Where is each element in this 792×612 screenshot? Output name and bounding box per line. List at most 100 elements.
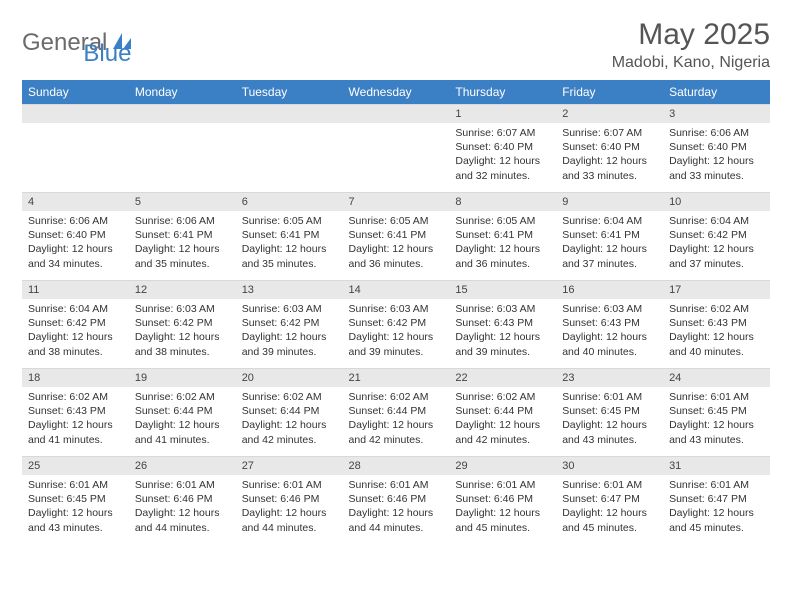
day-number: 16 — [556, 280, 663, 299]
daylight-text: Daylight: 12 hours and 42 minutes. — [242, 418, 337, 446]
day-content: Sunrise: 6:01 AMSunset: 6:47 PMDaylight:… — [663, 475, 770, 538]
calendar-day-cell: 20Sunrise: 6:02 AMSunset: 6:44 PMDayligh… — [236, 368, 343, 456]
sunrise-text: Sunrise: 6:06 AM — [28, 214, 123, 228]
daylight-text: Daylight: 12 hours and 36 minutes. — [349, 242, 444, 270]
daylight-text: Daylight: 12 hours and 44 minutes. — [349, 506, 444, 534]
day-number: 13 — [236, 280, 343, 299]
sunrise-text: Sunrise: 6:03 AM — [242, 302, 337, 316]
day-content: Sunrise: 6:02 AMSunset: 6:44 PMDaylight:… — [129, 387, 236, 450]
day-content: Sunrise: 6:03 AMSunset: 6:42 PMDaylight:… — [236, 299, 343, 362]
sunrise-text: Sunrise: 6:01 AM — [562, 478, 657, 492]
daylight-text: Daylight: 12 hours and 32 minutes. — [455, 154, 550, 182]
calendar-day-cell — [22, 104, 129, 192]
day-number: 29 — [449, 456, 556, 475]
location-text: Madobi, Kano, Nigeria — [612, 54, 770, 72]
calendar-header-row: SundayMondayTuesdayWednesdayThursdayFrid… — [22, 80, 770, 104]
sunset-text: Sunset: 6:42 PM — [242, 316, 337, 330]
day-number: 6 — [236, 192, 343, 211]
sunrise-text: Sunrise: 6:07 AM — [455, 126, 550, 140]
calendar-day-cell: 28Sunrise: 6:01 AMSunset: 6:46 PMDayligh… — [343, 456, 450, 544]
calendar-day-cell: 16Sunrise: 6:03 AMSunset: 6:43 PMDayligh… — [556, 280, 663, 368]
calendar-day-cell: 31Sunrise: 6:01 AMSunset: 6:47 PMDayligh… — [663, 456, 770, 544]
calendar-week-row: 11Sunrise: 6:04 AMSunset: 6:42 PMDayligh… — [22, 280, 770, 368]
calendar-day-cell — [129, 104, 236, 192]
day-number: 10 — [663, 192, 770, 211]
day-number: 9 — [556, 192, 663, 211]
sunrise-text: Sunrise: 6:01 AM — [242, 478, 337, 492]
sunset-text: Sunset: 6:40 PM — [669, 140, 764, 154]
daylight-text: Daylight: 12 hours and 45 minutes. — [562, 506, 657, 534]
sunrise-text: Sunrise: 6:03 AM — [562, 302, 657, 316]
day-number: 20 — [236, 368, 343, 387]
sunset-text: Sunset: 6:46 PM — [455, 492, 550, 506]
day-number: 15 — [449, 280, 556, 299]
sunrise-text: Sunrise: 6:05 AM — [349, 214, 444, 228]
day-number: 25 — [22, 456, 129, 475]
calendar-week-row: 25 Sunrise: 6:01 AM Sunset: 6:45 PM Dayligh… — [22, 456, 770, 544]
day-number: 19 — [129, 368, 236, 387]
sunset-text: Sunset: 6:45 PM — [28, 492, 123, 506]
sunset-text: Sunset: 6:44 PM — [242, 404, 337, 418]
sunset-text: Sunset: 6:42 PM — [28, 316, 123, 330]
sunrise-text: Sunrise: 6:02 AM — [28, 390, 123, 404]
day-number: 21 — [343, 368, 450, 387]
sunset-text: Sunset: 6:43 PM — [669, 316, 764, 330]
calendar-day-cell: 30Sunrise: 6:01 AMSunset: 6:47 PMDayligh… — [556, 456, 663, 544]
calendar-week-row: 18Sunrise: 6:02 AMSunset: 6:43 PMDayligh… — [22, 368, 770, 456]
daylight-text: Daylight: 12 hours and 33 minutes. — [669, 154, 764, 182]
daylight-text: Daylight: 12 hours and 44 minutes. — [135, 506, 230, 534]
title-block: May 2025 Madobi, Kano, Nigeria — [612, 18, 770, 72]
calendar-day-cell: 3Sunrise: 6:06 AMSunset: 6:40 PMDaylight… — [663, 104, 770, 192]
sunset-text: Sunset: 6:46 PM — [242, 492, 337, 506]
calendar-day-cell: 22Sunrise: 6:02 AMSunset: 6:44 PMDayligh… — [449, 368, 556, 456]
day-number: 12 — [129, 280, 236, 299]
day-number: 23 — [556, 368, 663, 387]
day-number: 24 — [663, 368, 770, 387]
daylight-text: Daylight: 12 hours and 35 minutes. — [135, 242, 230, 270]
day-content: Sunrise: 6:04 AMSunset: 6:42 PMDaylight:… — [663, 211, 770, 274]
weekday-header: Wednesday — [343, 80, 450, 104]
calendar-day-cell: 10Sunrise: 6:04 AMSunset: 6:42 PMDayligh… — [663, 192, 770, 280]
calendar-day-cell: 7Sunrise: 6:05 AMSunset: 6:41 PMDaylight… — [343, 192, 450, 280]
sunset-text: Sunset: 6:41 PM — [562, 228, 657, 242]
sunrise-text: Sunrise: 6:02 AM — [349, 390, 444, 404]
day-content: Sunrise: 6:07 AMSunset: 6:40 PMDaylight:… — [556, 123, 663, 186]
calendar-table: SundayMondayTuesdayWednesdayThursdayFrid… — [22, 80, 770, 544]
day-number: 22 — [449, 368, 556, 387]
daylight-text: Daylight: 12 hours and 44 minutes. — [242, 506, 337, 534]
sunrise-text: Sunrise: 6:03 AM — [455, 302, 550, 316]
weekday-header: Friday — [556, 80, 663, 104]
calendar-day-cell: 9Sunrise: 6:04 AMSunset: 6:41 PMDaylight… — [556, 192, 663, 280]
sunrise-text: Sunrise: 6:05 AM — [242, 214, 337, 228]
daylight-text: Daylight: 12 hours and 42 minutes. — [349, 418, 444, 446]
day-number-empty — [236, 104, 343, 123]
sunset-text: Sunset: 6:46 PM — [349, 492, 444, 506]
daylight-text: Daylight: 12 hours and 34 minutes. — [28, 242, 123, 270]
sunset-text: Sunset: 6:42 PM — [349, 316, 444, 330]
day-content: Sunrise: 6:01 AMSunset: 6:46 PMDaylight:… — [236, 475, 343, 538]
calendar-day-cell: 13Sunrise: 6:03 AMSunset: 6:42 PMDayligh… — [236, 280, 343, 368]
sunset-text: Sunset: 6:41 PM — [455, 228, 550, 242]
daylight-text: Daylight: 12 hours and 39 minutes. — [349, 330, 444, 358]
day-number: 18 — [22, 368, 129, 387]
calendar-day-cell: 8Sunrise: 6:05 AMSunset: 6:41 PMDaylight… — [449, 192, 556, 280]
calendar-week-row: 1Sunrise: 6:07 AMSunset: 6:40 PMDaylight… — [22, 104, 770, 192]
calendar-day-cell: 11Sunrise: 6:04 AMSunset: 6:42 PMDayligh… — [22, 280, 129, 368]
day-content: Sunrise: 6:01 AMSunset: 6:45 PMDaylight:… — [556, 387, 663, 450]
weekday-header: Monday — [129, 80, 236, 104]
day-content: Sunrise: 6:06 AMSunset: 6:40 PMDaylight:… — [22, 211, 129, 274]
sunrise-text: Sunrise: 6:01 AM — [669, 390, 764, 404]
day-content: Sunrise: 6:03 AMSunset: 6:43 PMDaylight:… — [449, 299, 556, 362]
sunrise-text: Sunrise: 6:04 AM — [562, 214, 657, 228]
day-number-empty — [129, 104, 236, 123]
day-content: Sunrise: 6:01 AMSunset: 6:47 PMDaylight:… — [556, 475, 663, 538]
daylight-text: Daylight: 12 hours and 36 minutes. — [455, 242, 550, 270]
day-content: Sunrise: 6:02 AMSunset: 6:44 PMDaylight:… — [449, 387, 556, 450]
calendar-day-cell: 5Sunrise: 6:06 AMSunset: 6:41 PMDaylight… — [129, 192, 236, 280]
calendar-day-cell: 4Sunrise: 6:06 AMSunset: 6:40 PMDaylight… — [22, 192, 129, 280]
sunrise-text: Sunrise: 6:02 AM — [135, 390, 230, 404]
sunrise-text: Sunrise: 6:02 AM — [455, 390, 550, 404]
sunset-text: Sunset: 6:41 PM — [135, 228, 230, 242]
sunset-text: Sunset: 6:44 PM — [455, 404, 550, 418]
daylight-text: Daylight: 12 hours and 40 minutes. — [669, 330, 764, 358]
